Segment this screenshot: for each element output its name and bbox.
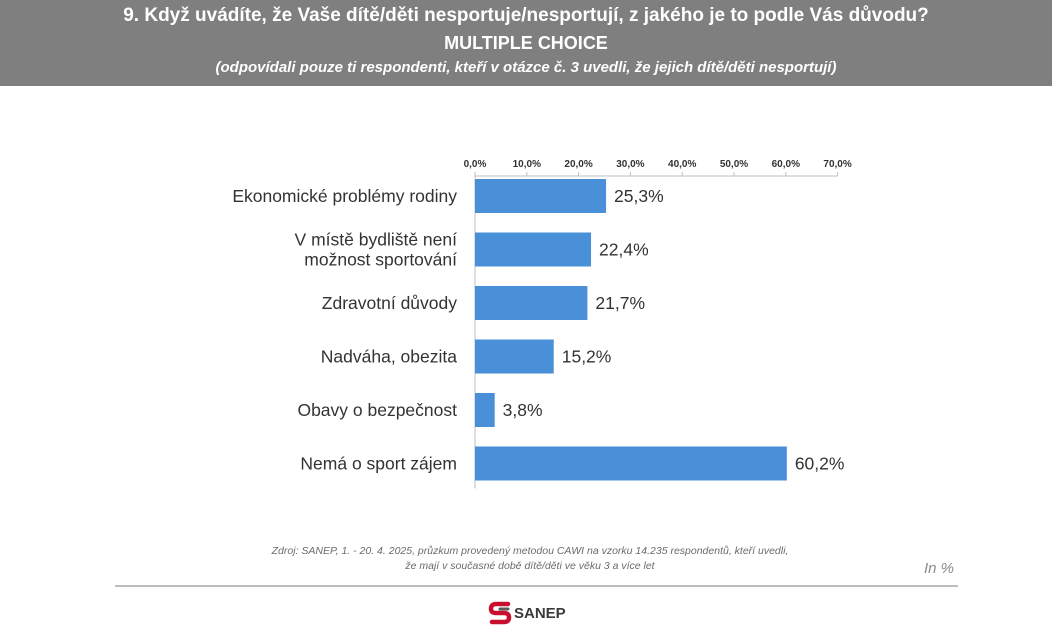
chart-subtitle: MULTIPLE CHOICE: [444, 33, 608, 53]
category-label: Nadváha, obezita: [321, 347, 457, 367]
bar: [475, 286, 588, 320]
x-tick-label: 0,0%: [464, 159, 487, 170]
bar-chart: 0,0% 10,0% 20,0% 30,0% 40,0% 50,0% 60,0% 70,0% E…: [232, 159, 852, 489]
category-label: Nemá o sport zájem: [300, 454, 457, 474]
category-label: Zdravotní důvody: [322, 293, 457, 313]
data-label: 3,8%: [503, 400, 543, 420]
x-tick-label: 20,0%: [564, 159, 592, 170]
category-label: Ekonomické problémy rodiny: [232, 186, 457, 206]
category-label: V místě bydliště není: [295, 230, 458, 250]
chart-respondent-note: (odpovídali pouze ti respondenti, kteří …: [215, 59, 837, 76]
sanep-logo-icon: [488, 601, 512, 625]
sanep-logo: SANEP: [488, 598, 566, 628]
x-tick-label: 40,0%: [668, 159, 696, 170]
data-label: 22,4%: [599, 240, 649, 260]
source-line-1: Zdroj: SANEP, 1. - 20. 4. 2025, průzkum …: [271, 545, 789, 557]
data-label: 15,2%: [562, 347, 612, 367]
x-tick-label: 70,0%: [823, 159, 851, 170]
category-label: Obavy o bezpečnost: [297, 400, 457, 420]
x-tick-label: 30,0%: [616, 159, 644, 170]
header-banner: 9. Když uvádíte, že Vaše dítě/děti nespo…: [0, 0, 1052, 86]
bar: [475, 339, 554, 374]
data-label: 21,7%: [595, 293, 645, 313]
bar: [475, 393, 495, 427]
x-tick-label: 50,0%: [720, 159, 748, 170]
x-tick-label: 10,0%: [513, 159, 541, 170]
unit-label: In %: [923, 560, 954, 577]
bar: [475, 232, 592, 267]
data-label: 25,3%: [614, 186, 664, 206]
source-line-2: že mají v současné době dítě/děti ve věk…: [405, 560, 655, 572]
sanep-logo-text: SANEP: [514, 604, 566, 622]
x-tick-label: 60,0%: [772, 159, 800, 170]
bar: [475, 446, 787, 481]
data-label: 60,2%: [795, 454, 845, 474]
category-label: možnost sportování: [304, 250, 457, 270]
footer-divider: [115, 585, 958, 587]
source-note: Zdroj: SANEP, 1. - 20. 4. 2025, průzkum …: [150, 544, 910, 574]
chart-question-title: 9. Když uvádíte, že Vaše dítě/děti nespo…: [123, 5, 929, 26]
bar: [475, 179, 607, 213]
